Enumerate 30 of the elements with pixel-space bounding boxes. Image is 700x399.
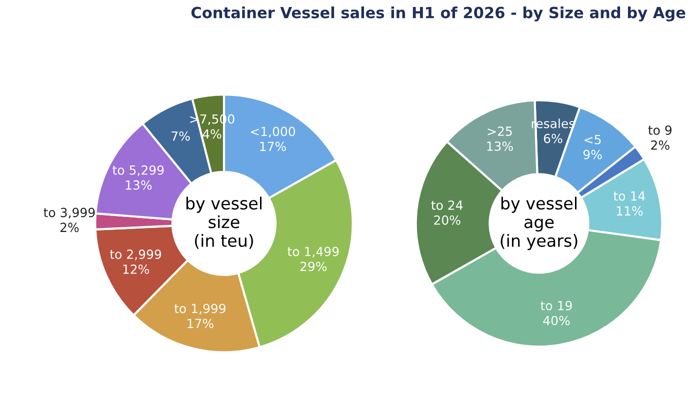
data-label: 17% xyxy=(260,142,286,152)
slice-label: to 5,299 xyxy=(112,165,164,176)
data-label: 7% xyxy=(172,131,190,141)
data-label: 13% xyxy=(126,180,152,190)
slice-label: to 3,999 xyxy=(44,208,95,218)
text: by vessel size (in teu) xyxy=(186,196,262,249)
slice-label: to 19 xyxy=(540,300,572,310)
slice-label: to 2,999 xyxy=(110,250,162,260)
slice-label: to 1,999 xyxy=(174,304,226,314)
data-label: 20% xyxy=(434,215,460,225)
data-label: 2% xyxy=(60,222,79,232)
data-label: 13% xyxy=(487,141,513,151)
data-label: 17% xyxy=(188,318,214,328)
data-label: 6% xyxy=(544,134,562,144)
data-label: 2% xyxy=(651,140,670,150)
slice-label: to 9 xyxy=(648,125,672,135)
data-label: 12% xyxy=(123,264,149,274)
slice-label: <5 xyxy=(584,135,601,144)
slice-label: >25 xyxy=(488,126,512,136)
slice-label: to 24 xyxy=(431,200,463,210)
slice-label: to 1,499 xyxy=(288,246,339,258)
data-label: 40% xyxy=(543,316,570,326)
data-label: 9% xyxy=(583,150,602,160)
data-label: 11% xyxy=(616,206,643,216)
text: by vessel age (in years) xyxy=(500,196,578,250)
data-label: 29% xyxy=(300,262,327,272)
slice-label: <1,000 xyxy=(250,126,296,138)
text: Container Vessel sales in H1 of 2026 - by Size and by Age xyxy=(191,6,686,22)
slice-label: to 14 xyxy=(614,191,645,201)
data-label: 4% xyxy=(202,129,222,139)
